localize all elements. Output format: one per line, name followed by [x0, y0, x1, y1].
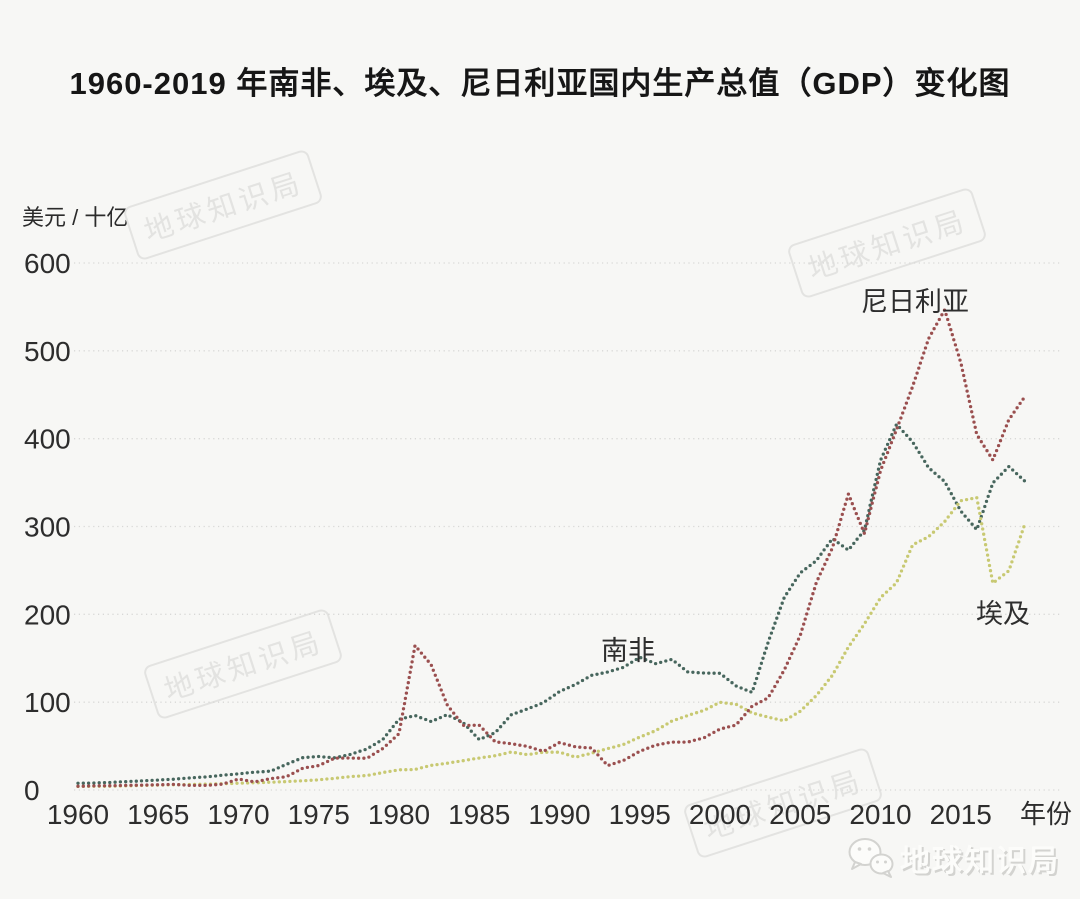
x-tick-label: 1980 [368, 799, 430, 830]
x-tick-label: 2000 [689, 799, 751, 830]
series-埃及 [76, 496, 1026, 789]
series-label-south-africa: 南非 [601, 636, 655, 666]
y-tick-label: 200 [24, 599, 71, 630]
y-tick-label: 0 [24, 775, 40, 806]
x-tick-label: 2015 [930, 799, 992, 830]
y-tick-label: 500 [24, 336, 71, 367]
series-南非 [76, 423, 1027, 785]
series-label-egypt: 埃及 [976, 599, 1030, 629]
x-axis-label: 年份 [1020, 799, 1072, 829]
y-tick-label: 300 [24, 512, 71, 543]
x-tick-label: 1975 [288, 799, 350, 830]
logo: 地球知识局 [847, 831, 1060, 885]
chart-title: 1960-2019 年南非、埃及、尼日利亚国内生产总值（GDP）变化图 [69, 66, 1011, 101]
x-tick-label: 1965 [127, 799, 189, 830]
x-tick-label: 1990 [528, 799, 590, 830]
wechat-icon [848, 838, 894, 878]
y-tick-label: 100 [24, 687, 71, 718]
x-tick-label: 1960 [47, 799, 109, 830]
x-tick-label: 2005 [769, 799, 831, 830]
logo-text: 地球知识局 [900, 845, 1060, 878]
y-tick-label: 600 [24, 248, 71, 279]
x-tick-label: 1985 [448, 799, 510, 830]
series-label-nigeria: 尼日利亚 [861, 287, 969, 317]
y-axis-unit-label: 美元 / 十亿 [22, 205, 129, 230]
y-tick-label: 400 [24, 424, 71, 455]
x-tick-label: 1995 [609, 799, 671, 830]
series-尼日利亚 [76, 308, 1025, 788]
x-tick-label: 1970 [207, 799, 269, 830]
x-tick-label: 2010 [849, 799, 911, 830]
